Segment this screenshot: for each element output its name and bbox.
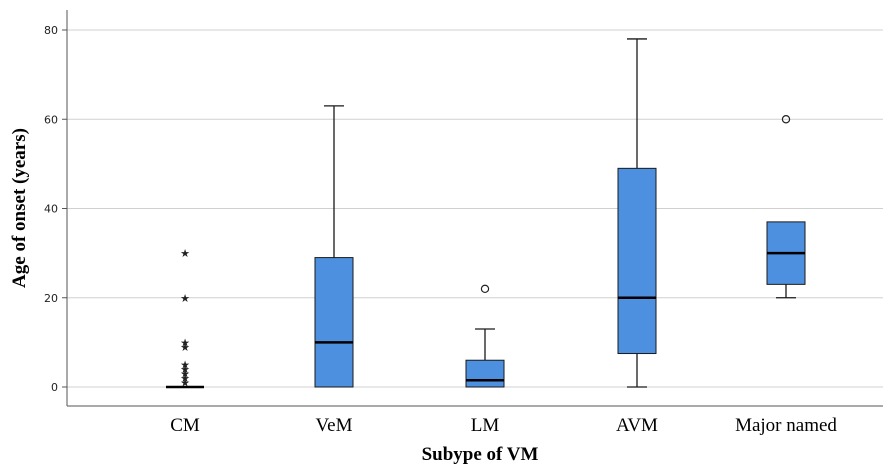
box-group-vem (314, 105, 354, 388)
y-tick-label-20: 20 (44, 292, 58, 305)
y-tick-label-60: 60 (44, 113, 58, 126)
box-avm (617, 167, 657, 355)
y-axis-title: Age of onset (years) (9, 128, 30, 288)
extreme-cm-3: ★ (180, 341, 190, 354)
y-tick-label-40: 40 (44, 203, 58, 216)
box-group-major-named (766, 115, 806, 299)
extreme-cm-0: ★ (180, 247, 190, 260)
box-group-avm (617, 38, 657, 388)
outlier-major-named-0 (781, 115, 791, 124)
box-group-cm: ★★★★★★★★★ (166, 247, 204, 390)
extreme-cm-7: ★ (180, 372, 190, 385)
box-vem (314, 257, 354, 388)
extreme-cm-4: ★ (180, 359, 190, 372)
extreme-cm-1: ★ (180, 292, 190, 305)
y-tick-label-80: 80 (44, 24, 58, 37)
extreme-cm-2: ★ (180, 336, 190, 349)
extreme-cm-6: ★ (180, 368, 190, 381)
boxes: ★★★★★★★★★ (166, 38, 806, 390)
extreme-cm-5: ★ (180, 363, 190, 376)
x-tick-label-lm: LM (471, 415, 500, 436)
x-tick-label-avm: AVM (616, 415, 658, 436)
y-tick-label-0: 0 (51, 381, 58, 394)
x-axis-title: Subype of VM (422, 444, 539, 464)
x-tick-labels: CM VeM LM AVM Major named (170, 415, 837, 436)
extreme-cm-8: ★ (180, 377, 190, 390)
gridlines (67, 29, 883, 388)
x-tick-label-vem: VeM (316, 415, 353, 436)
outlier-lm-0 (480, 284, 490, 294)
box-lm (465, 359, 505, 388)
y-tick-labels: 0 20 40 60 80 (44, 24, 67, 394)
x-tick-label-cm: CM (170, 415, 200, 436)
x-tick-label-major-named: Major named (735, 415, 837, 436)
box-group-lm (465, 284, 505, 388)
